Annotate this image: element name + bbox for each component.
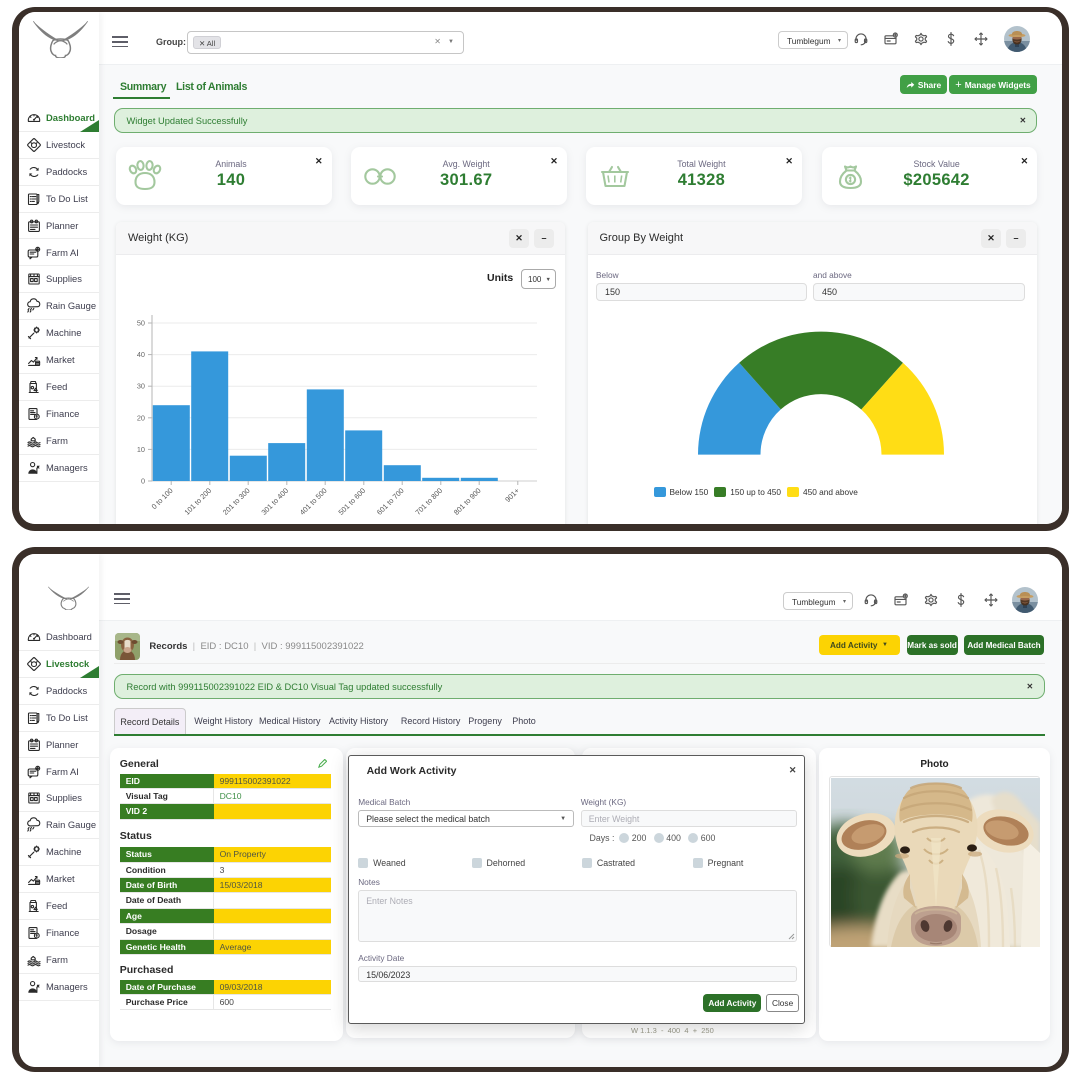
svg-text:501 to 600: 501 to 600	[336, 486, 367, 517]
svg-text:701 to 800: 701 to 800	[413, 486, 444, 517]
svg-text:0 to 100: 0 to 100	[150, 486, 175, 511]
svg-text:0: 0	[141, 477, 145, 486]
svg-text:901+: 901+	[503, 486, 521, 504]
svg-text:40: 40	[137, 350, 145, 359]
svg-text:10: 10	[137, 445, 145, 454]
svg-text:20: 20	[137, 413, 145, 422]
svg-text:801 to 900: 801 to 900	[452, 486, 483, 517]
svg-text:601 to 700: 601 to 700	[375, 486, 406, 517]
svg-text:301 to 400: 301 to 400	[259, 486, 290, 517]
svg-text:30: 30	[137, 382, 145, 391]
svg-text:101 to 200: 101 to 200	[182, 486, 213, 517]
svg-text:50: 50	[137, 319, 145, 328]
svg-text:201 to 300: 201 to 300	[221, 486, 252, 517]
svg-text:401 to 500: 401 to 500	[298, 486, 329, 517]
